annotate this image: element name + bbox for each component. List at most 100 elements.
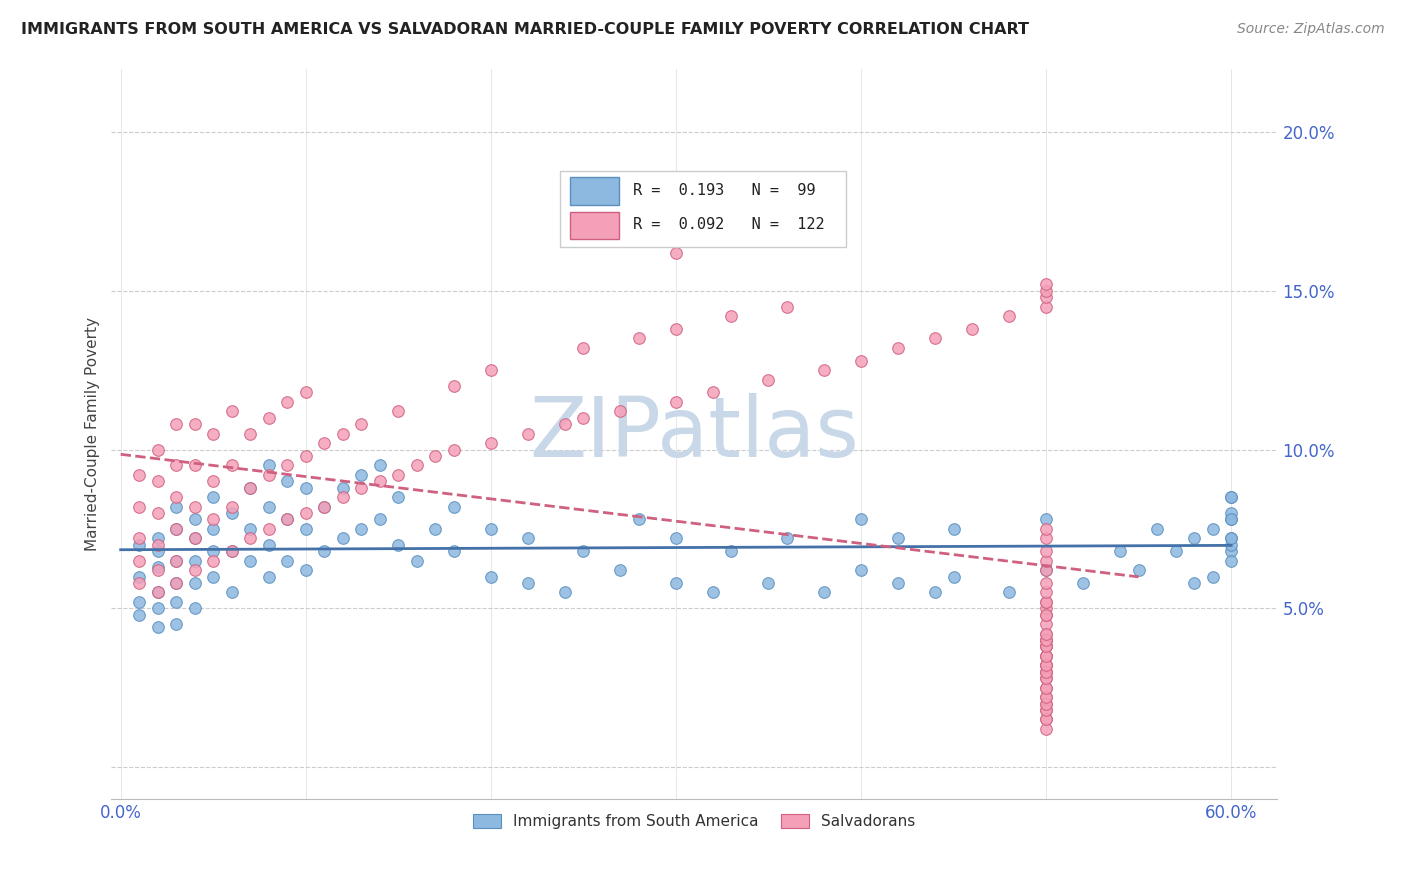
Point (128, 554, 150, 568)
Point (146, 538, 169, 552)
Point (146, 442, 169, 457)
Point (1035, 658, 1057, 673)
Text: IMMIGRANTS FROM SOUTH AMERICA VS SALVADORAN MARRIED-COUPLE FAMILY POVERTY CORREL: IMMIGRANTS FROM SOUTH AMERICA VS SALVADO… (21, 22, 1029, 37)
Point (314, 544, 336, 558)
Point (758, 373, 780, 387)
Point (202, 475, 225, 489)
Point (443, 379, 465, 393)
Point (572, 410, 595, 425)
Point (849, 512, 872, 526)
Point (609, 404, 631, 418)
Point (183, 458, 205, 473)
Point (1220, 544, 1243, 558)
Point (1035, 690, 1057, 705)
Point (128, 538, 150, 552)
Point (1220, 554, 1243, 568)
Point (554, 585, 576, 599)
Point (128, 607, 150, 622)
Point (165, 554, 187, 568)
Point (276, 512, 298, 526)
Point (128, 575, 150, 590)
Point (1035, 671, 1057, 685)
Point (257, 522, 280, 536)
Point (276, 458, 298, 473)
Point (128, 500, 150, 514)
Point (239, 481, 262, 495)
Point (387, 490, 409, 504)
Point (1035, 300, 1057, 314)
Point (1035, 640, 1057, 654)
Point (516, 426, 538, 441)
Point (1035, 713, 1057, 727)
Point (294, 563, 316, 577)
Point (239, 554, 262, 568)
Point (1201, 569, 1223, 583)
Point (479, 522, 502, 536)
Point (1035, 633, 1057, 648)
Point (1035, 648, 1057, 663)
Point (572, 341, 595, 355)
Point (294, 522, 316, 536)
Point (165, 417, 187, 432)
Point (1035, 284, 1057, 298)
Point (146, 563, 169, 577)
Point (221, 544, 243, 558)
Point (1035, 633, 1057, 648)
Point (314, 500, 336, 514)
Point (146, 601, 169, 615)
Point (183, 532, 205, 546)
Point (1035, 713, 1057, 727)
Point (1035, 671, 1057, 685)
Point (572, 544, 595, 558)
Point (165, 500, 187, 514)
Point (405, 554, 427, 568)
Point (1220, 506, 1243, 520)
Point (1035, 681, 1057, 695)
Point (554, 417, 576, 432)
Point (516, 532, 538, 546)
Point (221, 585, 243, 599)
Point (443, 544, 465, 558)
Point (165, 595, 187, 609)
Point (387, 538, 409, 552)
Point (849, 353, 872, 368)
Point (165, 575, 187, 590)
Point (1035, 703, 1057, 717)
Point (942, 522, 965, 536)
FancyBboxPatch shape (561, 170, 846, 247)
Point (276, 395, 298, 409)
Point (1035, 595, 1057, 609)
Point (1035, 595, 1057, 609)
Point (146, 532, 169, 546)
Point (350, 481, 373, 495)
Point (924, 331, 946, 345)
Point (202, 554, 225, 568)
Text: R =  0.193   N =  99: R = 0.193 N = 99 (633, 183, 815, 198)
Point (665, 395, 688, 409)
Point (1035, 665, 1057, 679)
Point (443, 442, 465, 457)
Point (314, 436, 336, 450)
Text: Source: ZipAtlas.com: Source: ZipAtlas.com (1237, 22, 1385, 37)
Point (758, 575, 780, 590)
Point (202, 522, 225, 536)
Point (998, 309, 1021, 323)
Point (1035, 563, 1057, 577)
Point (1035, 563, 1057, 577)
Point (1035, 607, 1057, 622)
Point (887, 341, 910, 355)
Point (294, 481, 316, 495)
Point (1201, 522, 1223, 536)
Point (146, 544, 169, 558)
Point (1035, 617, 1057, 632)
Point (1035, 544, 1057, 558)
Point (849, 563, 872, 577)
Point (146, 585, 169, 599)
Point (813, 585, 835, 599)
Point (128, 532, 150, 546)
Point (368, 458, 391, 473)
Point (1220, 532, 1243, 546)
Point (720, 309, 742, 323)
Point (1035, 640, 1057, 654)
Text: R =  0.092   N =  122: R = 0.092 N = 122 (633, 218, 824, 232)
